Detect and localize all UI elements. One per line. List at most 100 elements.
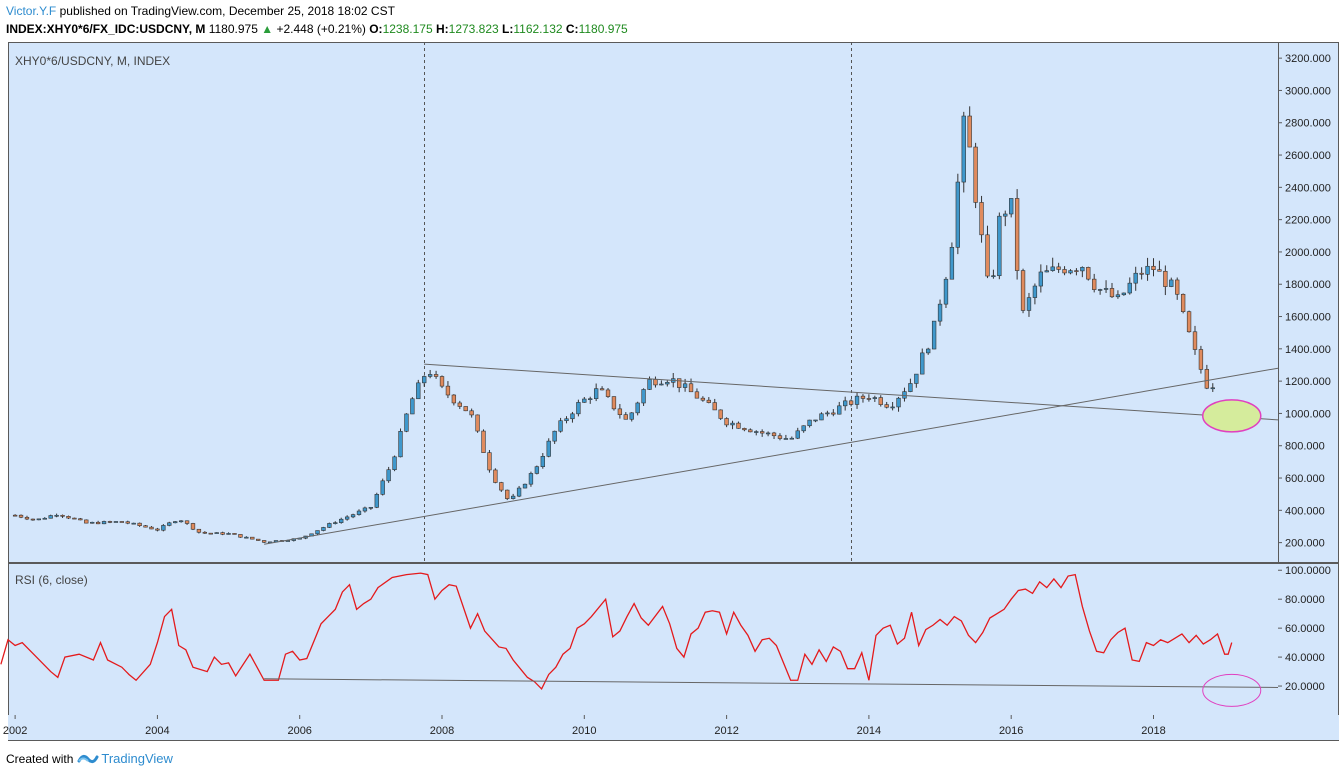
candle-up — [1032, 285, 1038, 298]
candle-up — [641, 389, 646, 404]
candle-up — [949, 247, 955, 280]
footer: Created with TradingView — [6, 751, 173, 766]
tradingview-brand[interactable]: TradingView — [101, 751, 173, 766]
candle-up — [510, 495, 516, 499]
candle-up — [410, 398, 415, 415]
candle-up — [795, 430, 800, 439]
candle-up — [854, 395, 860, 405]
candle-up — [422, 376, 427, 384]
price-tick-label: 2000.000 — [1285, 247, 1331, 259]
price-tick-label: 3200.000 — [1285, 53, 1331, 65]
candle-down — [884, 404, 889, 408]
candle-up — [1097, 289, 1103, 291]
highlight-ellipse[interactable] — [1202, 399, 1262, 433]
candle-up — [1068, 270, 1073, 274]
candle-up — [534, 466, 540, 474]
candle-down — [1086, 267, 1091, 280]
price-tick-label: 1400.000 — [1285, 344, 1331, 356]
rsi-pane[interactable]: RSI (6, close) 20.0000 40.0000 60.0000 80.00… — [0, 563, 1339, 716]
candle-down — [973, 146, 978, 203]
candle-up — [1133, 272, 1138, 284]
price-tick-label: 1800.000 — [1285, 279, 1331, 291]
candle-up — [765, 432, 771, 435]
candle-up — [113, 521, 119, 523]
close-label: C: — [565, 22, 579, 36]
price-tick-label: 2800.000 — [1285, 118, 1331, 130]
candle-down — [469, 410, 474, 416]
rsi-tick-label: 60.0000 — [1285, 623, 1325, 635]
candle-down — [742, 428, 747, 431]
candle-up — [1115, 294, 1121, 298]
candle-down — [487, 452, 492, 471]
price-tick-label: 1600.000 — [1285, 312, 1331, 324]
price-tick-label: 1200.000 — [1285, 376, 1331, 388]
candle-up — [593, 388, 599, 400]
candle-up — [552, 430, 557, 442]
candle-down — [208, 532, 213, 535]
candle-down — [12, 514, 18, 517]
candle-up — [955, 181, 960, 248]
candle-up — [789, 437, 794, 440]
candle-up — [647, 379, 652, 390]
price-pane-border — [8, 42, 1339, 563]
candle-up — [813, 419, 818, 422]
candle-up — [1103, 288, 1109, 290]
candle-up — [333, 522, 338, 524]
tradingview-logo-icon — [77, 754, 99, 763]
price-change: +2.448 (+0.21%) — [276, 22, 366, 36]
candle-up — [843, 400, 848, 407]
candle-down — [712, 402, 717, 411]
candle-down — [985, 234, 990, 277]
time-axis[interactable]: 2002 2004 2006 2008 2010 2012 2014 2016 2018 — [3, 715, 1339, 741]
candle-down — [439, 376, 445, 387]
price-pane[interactable]: XHY0*6/USDCNY, M, INDEX 200.000 400.000 600… — [8, 42, 1339, 715]
price-pane-background — [8, 42, 1278, 562]
rsi-line — [0, 572, 1233, 691]
candle-up — [825, 412, 830, 415]
candle-down — [256, 538, 261, 541]
rsi-highlight-ellipse[interactable] — [1202, 673, 1262, 707]
rsi-tick-label: 40.0000 — [1285, 652, 1325, 664]
candle-down — [979, 202, 984, 236]
candle-down — [499, 482, 504, 491]
price-axis-background — [1278, 42, 1339, 562]
rsi-tick-label: 100.0000 — [1285, 565, 1331, 577]
price-tick-label: 1000.000 — [1285, 408, 1331, 420]
candle-down — [66, 516, 71, 519]
author-link[interactable]: Victor.Y.F — [6, 4, 57, 18]
candle-up — [54, 514, 59, 517]
candle-down — [748, 429, 753, 433]
candle-down — [736, 422, 741, 429]
candle-up — [730, 422, 735, 426]
candle-down — [694, 391, 700, 399]
candle-up — [101, 521, 107, 525]
candle-down — [1074, 270, 1079, 272]
time-tick-label: 2014 — [857, 725, 881, 737]
candle-down — [72, 517, 77, 520]
candle-down — [1139, 272, 1144, 275]
candle-down — [95, 521, 101, 525]
price-tick-label: 600.000 — [1285, 473, 1325, 485]
candle-down — [706, 399, 711, 403]
candle-down — [1056, 266, 1061, 270]
candle-down — [700, 397, 706, 401]
candle-down — [848, 400, 854, 405]
candle-up — [161, 525, 166, 531]
price-tick-label: 2400.000 — [1285, 182, 1331, 194]
candle-down — [196, 528, 202, 533]
time-tick-label: 2008 — [430, 725, 454, 737]
time-tick-label: 2016 — [999, 725, 1023, 737]
candle-up — [392, 456, 397, 471]
publish-line: Victor.Y.F published on TradingView.com,… — [6, 4, 395, 18]
open-label: O: — [369, 22, 383, 36]
candle-down — [232, 533, 237, 535]
candle-up — [416, 382, 421, 400]
candle-down — [261, 540, 267, 543]
candle-up — [931, 320, 937, 350]
candle-up — [178, 520, 184, 523]
candle-up — [1080, 267, 1085, 272]
candle-down — [1092, 278, 1097, 290]
candle-up — [682, 383, 688, 388]
candle-down — [831, 412, 836, 415]
